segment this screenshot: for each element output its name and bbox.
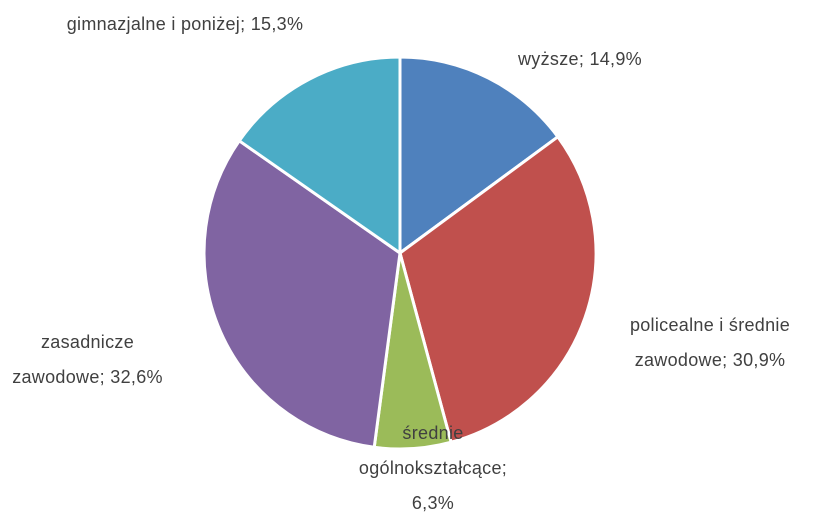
data-label: wyższe; 14,9% (455, 42, 705, 77)
data-label: gimnazjalne i poniżej; 15,3% (60, 7, 310, 42)
pie-slice (398, 134, 598, 445)
label-separator: ; (99, 367, 105, 387)
label-separator: ; (722, 350, 728, 370)
label-category: zasadnicze zawodowe (12, 332, 135, 387)
pie-slice (237, 55, 402, 256)
label-value: 15,3% (250, 14, 304, 34)
label-category: gimnazjalne i poniżej (66, 14, 241, 34)
page: (() => { const data = JSON.parse(documen… (0, 7, 816, 513)
label-category: średnie ogólnokształcące (358, 423, 502, 478)
label-separator: ; (501, 458, 508, 478)
label-category: wyższe (518, 49, 579, 69)
label-separator: ; (240, 14, 246, 34)
data-label: policealne i średnie zawodowe; 30,9% (600, 308, 816, 378)
chart (202, 55, 598, 451)
label-value: 14,9% (589, 49, 642, 69)
label-value: 30,9% (732, 350, 786, 370)
pie-slice (202, 138, 402, 449)
data-label: średnie ogólnokształcące; 6,3% (345, 416, 521, 521)
label-separator: ; (578, 49, 585, 69)
pie-slice (398, 55, 560, 256)
data-label: zasadnicze zawodowe; 32,6% (0, 325, 175, 395)
label-category: policealne i średnie zawodowe (629, 315, 791, 370)
label-value: 6,3% (411, 493, 455, 513)
label-value: 32,6% (110, 367, 163, 387)
